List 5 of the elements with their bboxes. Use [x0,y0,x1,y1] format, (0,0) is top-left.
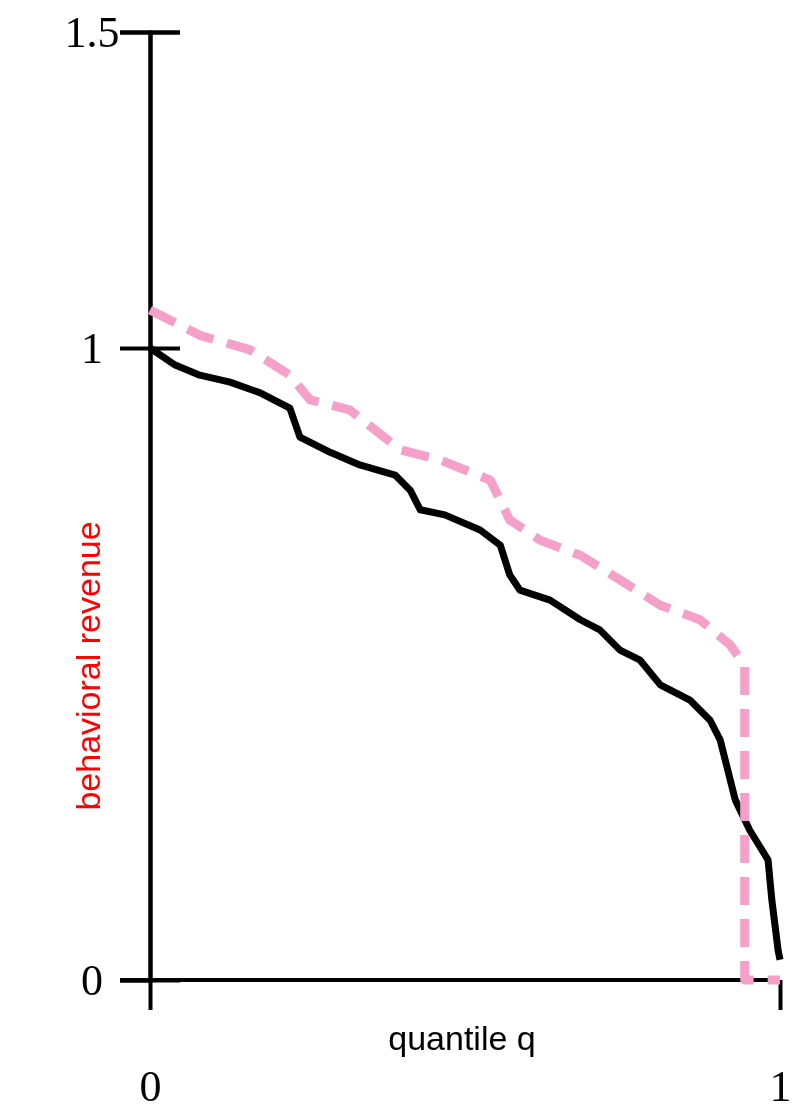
y-tick-label: 1.5 [64,7,120,57]
y-tick-label: 1 [81,323,103,373]
x-axis-title: quantile q [388,1019,536,1057]
y-tick-label: 0 [81,955,103,1005]
y-axis-title: behavioral revenue [69,521,107,811]
